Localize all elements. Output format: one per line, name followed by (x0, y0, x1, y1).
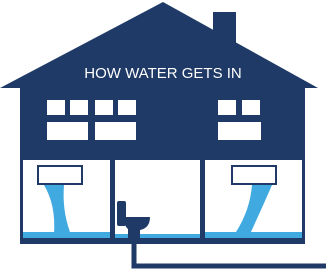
title: HOW WATER GETS IN (84, 65, 242, 82)
house-illustration: HOW WATER GETS IN (0, 0, 326, 275)
page: {"title": "HOW WATER GETS IN"} HOW WATER… (0, 0, 326, 275)
